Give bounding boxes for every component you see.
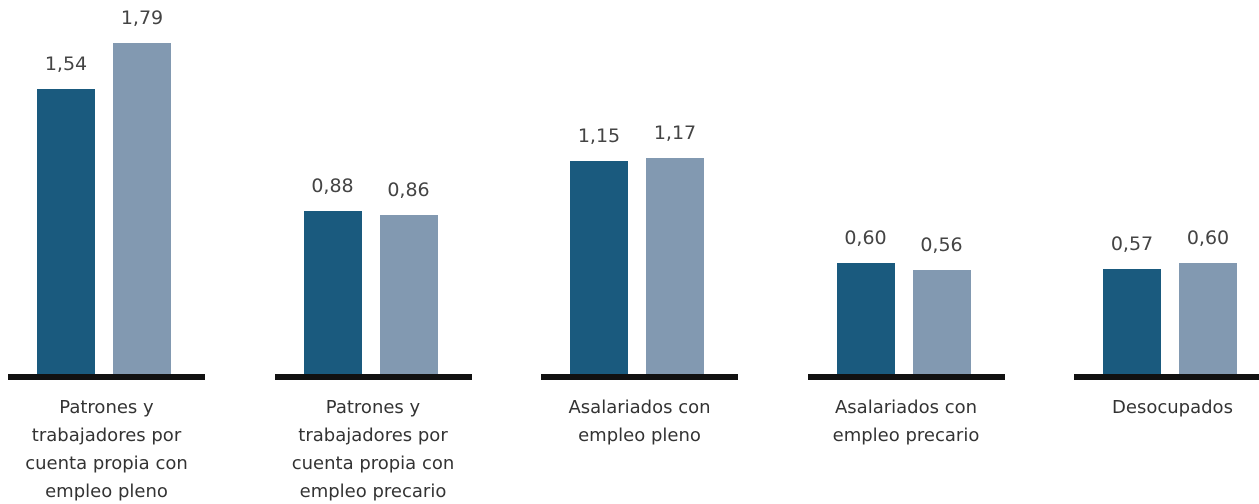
bar [113,42,171,374]
data-label: 1,79 [120,6,164,29]
data-label: 1,17 [653,121,697,144]
bar [1103,268,1161,374]
bar [836,263,895,374]
bar [37,89,95,374]
baseline [807,374,1005,380]
x-tick-label: Asalariados con empleo pleno [568,397,711,446]
x-tick-label: Desocupados [1112,397,1233,418]
baseline [8,374,205,380]
data-label: 1,15 [577,125,621,148]
x-tick-label: Patrones y trabajadores por cuenta propi… [25,397,188,502]
x-tick-label: Patrones y trabajadores por cuenta propi… [291,397,455,502]
data-label: 0,57 [1110,232,1154,255]
bar [646,157,704,374]
bar [303,211,362,374]
x-tick-label: Asalariados con empleo precario [832,397,980,446]
bar [570,161,628,374]
bar [379,214,438,374]
bar [1179,263,1237,374]
data-label: 0,56 [920,234,963,257]
baseline [274,374,472,380]
data-label: 0,88 [311,175,354,198]
bar [912,270,971,374]
data-label: 0,60 [1186,227,1230,249]
data-label: 0,60 [844,227,887,249]
baseline [1074,374,1259,380]
data-label: 0,86 [387,178,430,201]
baseline [541,374,738,380]
data-label: 1,54 [44,53,88,76]
